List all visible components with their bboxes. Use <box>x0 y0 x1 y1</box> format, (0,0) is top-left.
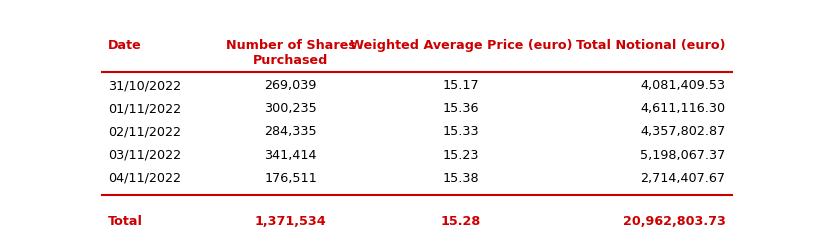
Text: 15.33: 15.33 <box>442 125 479 138</box>
Text: 01/11/2022: 01/11/2022 <box>108 102 181 115</box>
Text: Date: Date <box>108 39 141 52</box>
Text: 4,081,409.53: 4,081,409.53 <box>641 79 725 92</box>
Text: 15.17: 15.17 <box>442 79 479 92</box>
Text: 176,511: 176,511 <box>264 172 317 185</box>
Text: 300,235: 300,235 <box>264 102 317 115</box>
Text: 15.23: 15.23 <box>442 149 479 161</box>
Text: 15.38: 15.38 <box>442 172 479 185</box>
Text: 2,714,407.67: 2,714,407.67 <box>641 172 725 185</box>
Text: Total Notional (euro): Total Notional (euro) <box>576 39 725 52</box>
Text: 15.36: 15.36 <box>442 102 479 115</box>
Text: 341,414: 341,414 <box>264 149 317 161</box>
Text: 4,357,802.87: 4,357,802.87 <box>640 125 725 138</box>
Text: 269,039: 269,039 <box>264 79 317 92</box>
Text: 02/11/2022: 02/11/2022 <box>108 125 181 138</box>
Text: 5,198,067.37: 5,198,067.37 <box>640 149 725 161</box>
Text: 04/11/2022: 04/11/2022 <box>108 172 181 185</box>
Text: 20,962,803.73: 20,962,803.73 <box>623 215 725 228</box>
Text: 03/11/2022: 03/11/2022 <box>108 149 181 161</box>
Text: 15.28: 15.28 <box>441 215 481 228</box>
Text: 31/10/2022: 31/10/2022 <box>108 79 181 92</box>
Text: 1,371,534: 1,371,534 <box>254 215 327 228</box>
Text: 4,611,116.30: 4,611,116.30 <box>641 102 725 115</box>
Text: Weighted Average Price (euro): Weighted Average Price (euro) <box>350 39 572 52</box>
Text: Number of Shares
Purchased: Number of Shares Purchased <box>226 39 355 67</box>
Text: 284,335: 284,335 <box>264 125 317 138</box>
Text: Total: Total <box>108 215 143 228</box>
